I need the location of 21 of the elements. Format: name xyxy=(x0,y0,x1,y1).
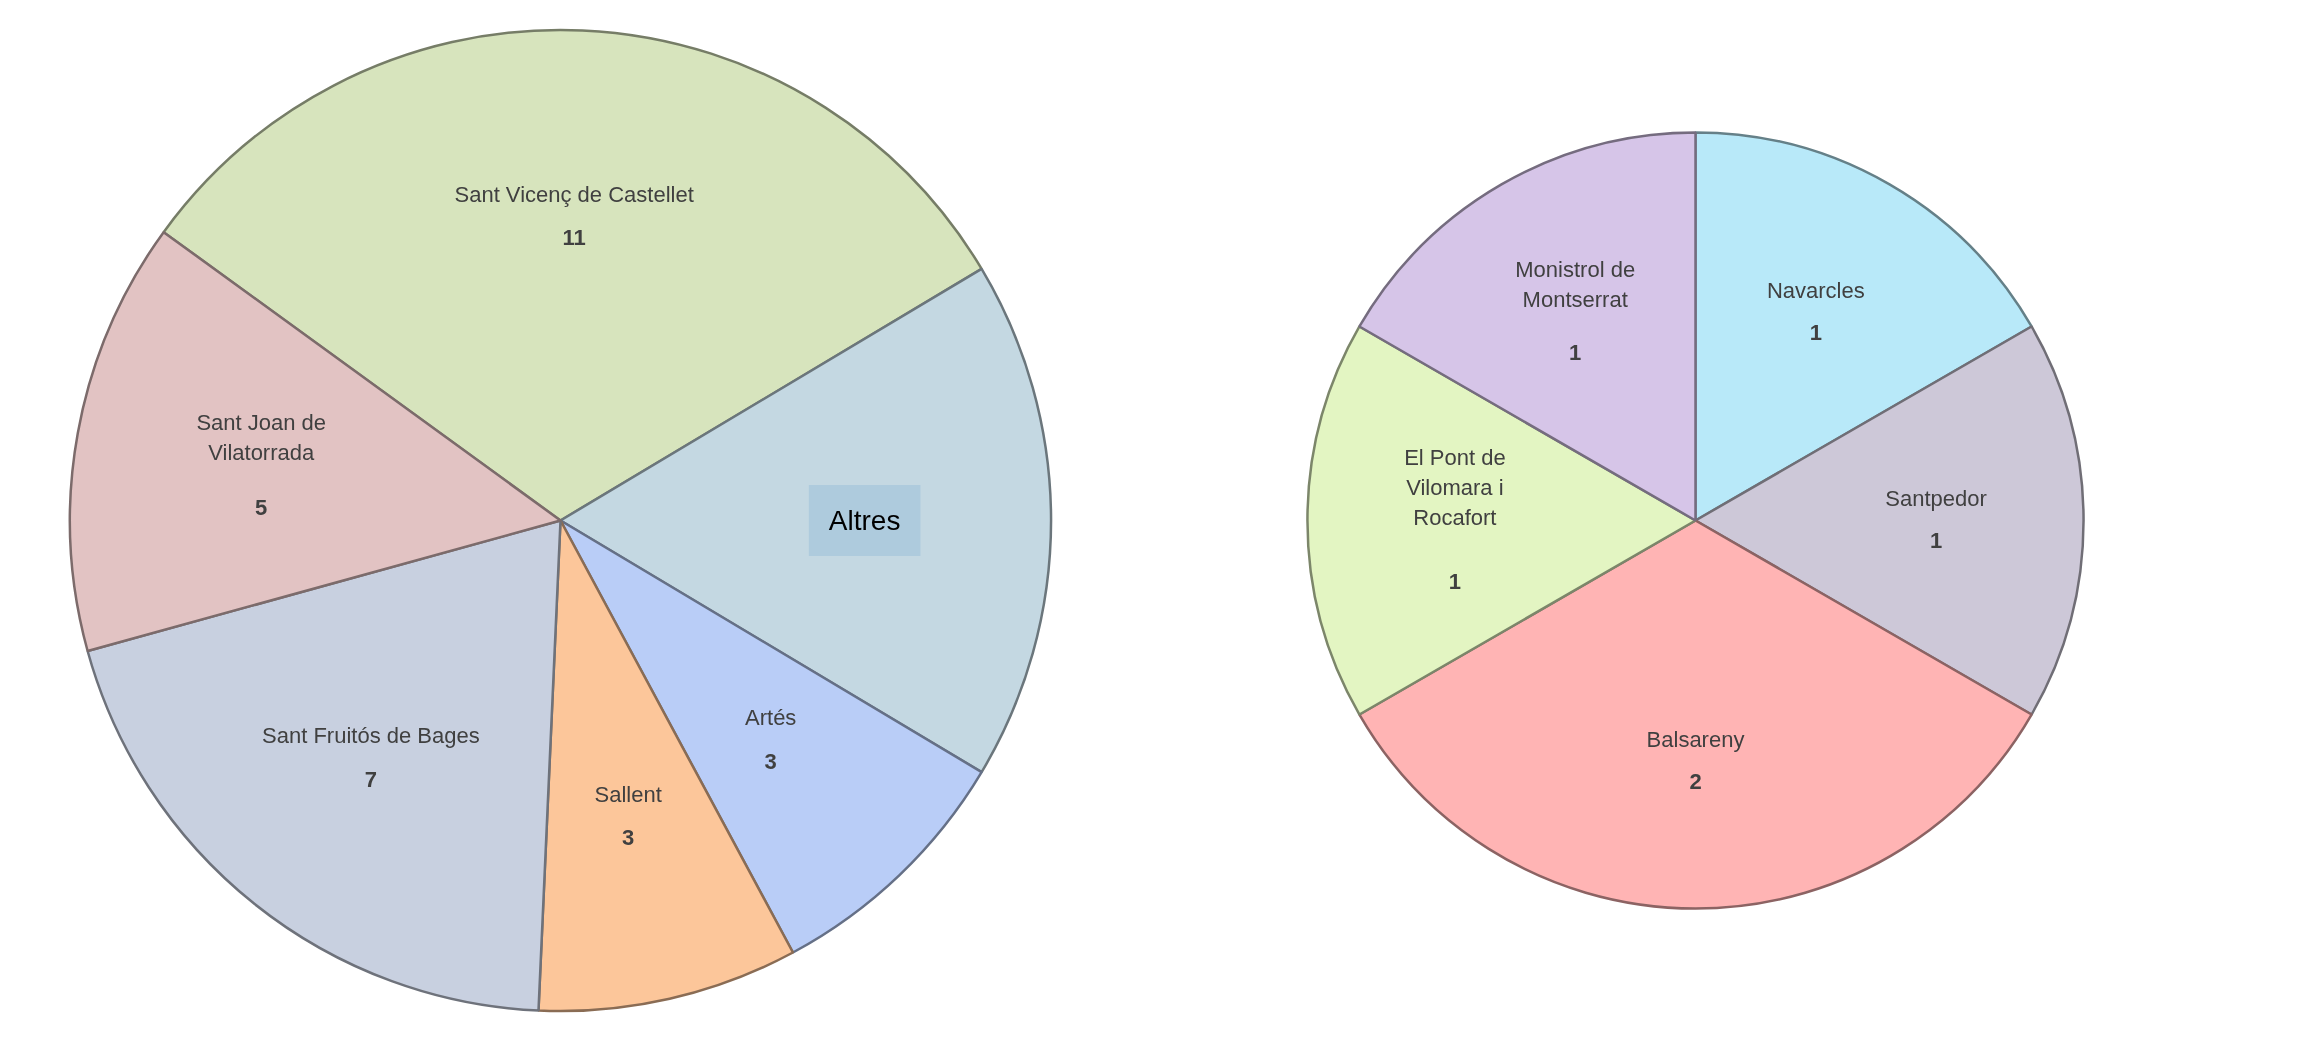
data-label: 1 xyxy=(1569,340,1582,366)
slice-label: Sant Joan de Vilatorrada xyxy=(196,410,327,466)
slice-label: Sant Fruitós de Bages xyxy=(262,723,480,749)
data-label: 7 xyxy=(364,766,377,792)
data-label: 1 xyxy=(1809,320,1822,346)
data-label: 5 xyxy=(255,495,268,521)
data-label: 2 xyxy=(1689,768,1702,794)
slice-label: Sallent xyxy=(594,782,662,808)
slice-label: Artés xyxy=(745,705,797,731)
slice-label: El Pont de Vilomara i Rocafort xyxy=(1404,445,1506,531)
data-label: 1 xyxy=(1929,528,1943,554)
data-label: 11 xyxy=(562,225,586,250)
slice-label: Sant Vicenç de Castellet xyxy=(454,181,694,207)
data-label: 3 xyxy=(764,748,777,774)
slice-label: Navarcles xyxy=(1766,277,1865,303)
slice-label: Altres xyxy=(828,505,901,536)
slice-label: Monistrol de Montserrat xyxy=(1515,257,1636,313)
slice-label: Balsareny xyxy=(1646,726,1745,752)
data-label: 1 xyxy=(1448,569,1462,595)
slice-label: Santpedor xyxy=(1885,486,1987,512)
data-label: 3 xyxy=(622,825,635,851)
